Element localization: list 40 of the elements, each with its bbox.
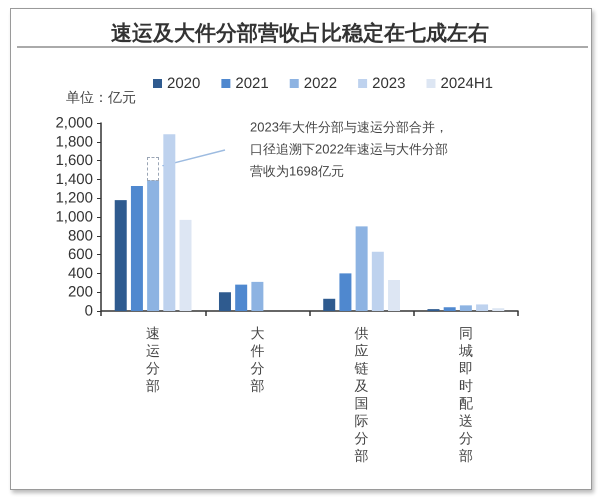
x-tick-label: 供应链及国际分部 (354, 324, 369, 464)
x-tick-label: 同城即时配送分部 (458, 324, 473, 464)
bar (323, 298, 336, 311)
bar (147, 180, 160, 311)
annotation: 2023年大件分部与速运分部合并，口径追溯下2022年速运与大件分部营收为1698亿元 (250, 120, 448, 178)
y-tick-label: 600 (68, 246, 93, 264)
bar (444, 307, 456, 311)
y-tick-label: 800 (68, 227, 93, 244)
y-tick-label: 1,600 (55, 152, 93, 170)
y-tick-label: 200 (68, 284, 93, 301)
bar (180, 220, 192, 311)
y-axis-title: 单位：亿元 (66, 89, 136, 105)
bar (218, 292, 231, 311)
bar (492, 308, 504, 311)
legend-label: 2022 (304, 75, 338, 92)
bar (114, 200, 127, 311)
y-tick-label: 1,400 (55, 170, 93, 188)
legend-label: 2020 (167, 75, 200, 92)
bar (372, 252, 384, 311)
y-tick-label: 2,000 (55, 114, 93, 132)
legend-label: 2024H1 (440, 75, 494, 92)
x-tick-label: 大件分部 (250, 324, 264, 394)
bar (339, 273, 352, 311)
bar (130, 186, 143, 311)
bar (388, 280, 400, 311)
bar (356, 226, 368, 311)
bar (460, 305, 472, 311)
legend-label: 2021 (235, 75, 269, 92)
y-tick-label: 400 (68, 264, 93, 282)
y-tick-label: 1,200 (55, 190, 93, 207)
bar (235, 284, 248, 311)
y-tick-label: 1,000 (55, 208, 93, 226)
bar (251, 282, 264, 311)
chart-title: 速运及大件分部营收占比稳定在七成左右 (111, 20, 489, 45)
bar (476, 304, 488, 311)
bar (163, 134, 176, 311)
y-tick-label: 1,800 (55, 133, 93, 150)
legend-label: 2023 (372, 75, 406, 92)
x-tick-label: 速运分部 (146, 324, 160, 394)
y-tick-label: 0 (84, 302, 93, 320)
